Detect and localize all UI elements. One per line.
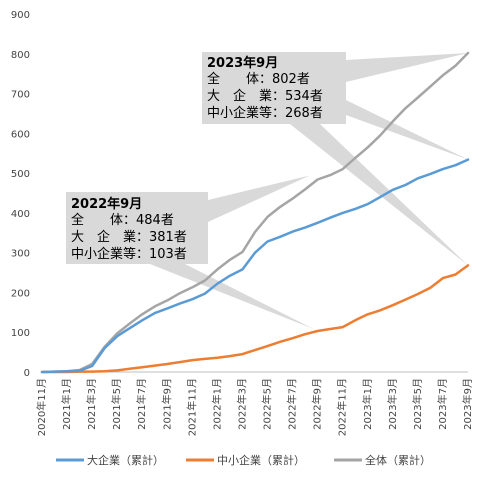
y-tick-label: 100 <box>11 328 30 339</box>
annotation-title: 2023年9月 <box>207 55 278 71</box>
series-line-0 <box>40 158 470 374</box>
x-tick-label: 2021年3月 <box>85 378 98 430</box>
x-tick-label: 2021年7月 <box>135 378 148 430</box>
legend-label-large: 大企業（累計） <box>87 453 164 467</box>
series-line-1 <box>40 264 470 374</box>
x-tick-label: 2023年5月 <box>411 378 424 430</box>
x-tick-label: 2023年9月 <box>461 378 474 430</box>
annotation-pointer <box>290 124 468 266</box>
x-tick-label: 2023年1月 <box>361 378 374 430</box>
x-tick-label: 2022年3月 <box>235 378 248 430</box>
x-tick-label: 2022年5月 <box>261 378 274 430</box>
y-tick-label: 300 <box>11 249 30 260</box>
y-tick-label: 200 <box>11 288 30 299</box>
legend-item-large: 大企業（累計） <box>56 453 164 467</box>
annotation-line-sme: 中小企業等：103者 <box>71 246 187 262</box>
y-tick-label: 600 <box>11 129 30 140</box>
x-tick-label: 2023年7月 <box>436 378 449 430</box>
x-tick-label: 2022年11月 <box>336 378 349 436</box>
annotation-pointer <box>150 264 314 330</box>
annotation-line-sme: 中小企業等：268者 <box>207 105 323 121</box>
x-tick-label: 2022年9月 <box>311 378 324 430</box>
annotation-line-total: 全 体：802者 <box>207 71 310 87</box>
annotation-pointer <box>346 52 468 82</box>
annotation-pointer <box>346 100 468 160</box>
y-tick-label: 400 <box>11 209 30 220</box>
annotation-line-large: 大 企 業：534者 <box>207 88 323 104</box>
legend-label-sme: 中小企業（累計） <box>217 453 305 467</box>
legend-item-sme: 中小企業（累計） <box>186 453 305 467</box>
x-tick-label: 2021年11月 <box>185 378 198 436</box>
annotation-2022-09: 2022年9月 全 体：484者 大 企 業：381者 中小企業等：103者 <box>66 192 208 264</box>
annotation-box <box>66 192 208 264</box>
x-tick-label: 2023年3月 <box>386 378 399 430</box>
x-tick-label: 2022年1月 <box>210 378 223 430</box>
annotation-2023-09: 2023年9月 全 体：802者 大 企 業：534者 中小企業等：268者 <box>202 52 346 124</box>
annotation-box <box>202 52 346 124</box>
x-tick-label: 2021年9月 <box>160 378 173 430</box>
x-tick-label: 2020年11月 <box>35 378 48 436</box>
y-tick-label: 0 <box>24 368 30 379</box>
y-tick-label: 500 <box>11 169 30 180</box>
annotation-title: 2022年9月 <box>71 196 142 212</box>
y-tick-label: 900 <box>11 10 30 21</box>
annotation-line-large: 大 企 業：381者 <box>71 229 187 245</box>
x-tick-label: 2021年1月 <box>60 378 73 430</box>
x-tick-label: 2022年7月 <box>286 378 299 430</box>
annotation-line-total: 全 体：484者 <box>71 212 174 228</box>
legend: 大企業（累計） 中小企業（累計） 全体（累計） <box>56 453 431 467</box>
y-tick-label: 800 <box>11 50 30 61</box>
series-line-2 <box>40 51 470 374</box>
legend-label-total: 全体（累計） <box>365 453 431 467</box>
y-tick-label: 700 <box>11 90 30 101</box>
annotation-pointer <box>208 175 310 222</box>
x-tick-label: 2021年5月 <box>110 378 123 430</box>
legend-item-total: 全体（累計） <box>334 453 431 467</box>
